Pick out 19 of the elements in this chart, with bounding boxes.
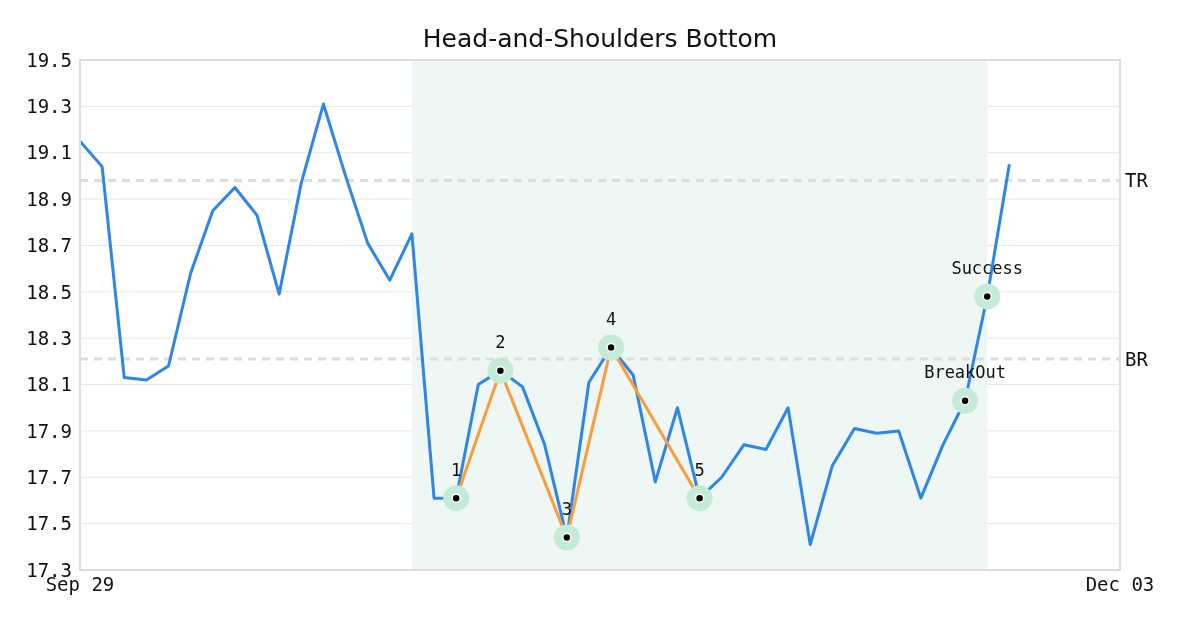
- series-label: 1: [451, 459, 462, 480]
- y-tick-label: 19.1: [26, 141, 72, 164]
- y-tick-label: 18.9: [26, 187, 72, 210]
- chart-title: Head-and-Shoulders Bottom: [422, 24, 778, 53]
- y-tick-label: 19.3: [26, 95, 72, 118]
- ref-line-label: BR: [1125, 347, 1149, 370]
- y-tick-label: 18.5: [26, 280, 72, 303]
- series-label: 4: [605, 308, 617, 329]
- series-label: 2: [495, 332, 506, 353]
- y-tick-label: 17.7: [26, 466, 72, 489]
- ref-line-label: TR: [1125, 169, 1149, 192]
- y-tick-label: 17.9: [26, 419, 72, 442]
- x-tick-label: Dec 03: [1085, 573, 1155, 596]
- y-tick-label: 17.5: [26, 512, 72, 535]
- y-tick-label: 18.3: [26, 326, 72, 349]
- y-tick-label: 19.5: [26, 48, 72, 71]
- y-tick-label: 18.7: [26, 234, 72, 257]
- y-tick-label: 18.1: [26, 373, 72, 396]
- series-label: 5: [694, 459, 705, 480]
